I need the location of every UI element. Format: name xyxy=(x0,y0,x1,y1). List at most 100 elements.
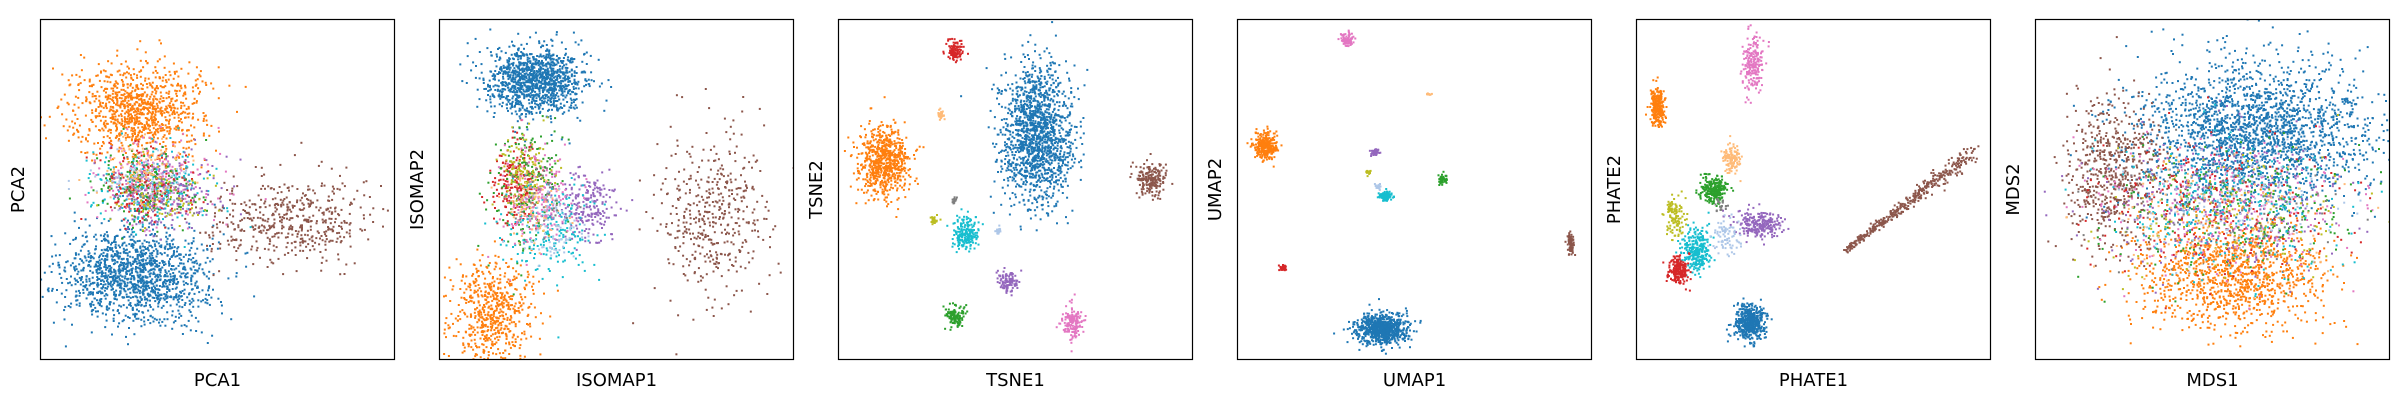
point xyxy=(195,66,198,69)
point xyxy=(151,205,154,208)
point xyxy=(111,275,114,278)
point xyxy=(143,320,146,323)
point xyxy=(140,69,143,72)
point xyxy=(190,268,193,271)
point xyxy=(156,137,159,140)
point xyxy=(156,157,159,160)
point xyxy=(178,297,181,300)
point xyxy=(136,135,139,138)
point xyxy=(124,227,127,230)
point xyxy=(235,250,238,252)
point xyxy=(159,269,162,272)
point xyxy=(141,107,144,110)
point xyxy=(155,318,158,321)
point xyxy=(549,58,552,61)
point xyxy=(172,275,175,278)
point xyxy=(311,235,314,238)
point xyxy=(576,116,579,119)
point xyxy=(517,58,520,61)
point xyxy=(210,296,213,299)
point xyxy=(338,225,341,227)
point xyxy=(518,64,521,67)
point xyxy=(144,199,147,201)
point xyxy=(114,171,117,174)
point xyxy=(125,335,127,338)
point xyxy=(119,177,122,180)
point xyxy=(172,265,175,267)
point xyxy=(301,226,303,229)
point xyxy=(214,206,217,209)
point xyxy=(237,247,240,250)
point xyxy=(169,258,171,261)
point xyxy=(153,95,156,98)
point xyxy=(153,105,156,108)
point xyxy=(131,263,134,265)
point xyxy=(151,121,154,124)
point xyxy=(284,236,287,239)
point xyxy=(202,120,205,122)
point xyxy=(82,281,84,284)
point xyxy=(202,271,205,274)
point xyxy=(99,129,102,132)
point xyxy=(603,109,606,112)
point xyxy=(90,310,93,313)
point xyxy=(175,181,178,184)
point xyxy=(76,118,79,120)
point xyxy=(148,169,151,172)
point xyxy=(210,250,213,253)
point xyxy=(87,250,90,253)
point xyxy=(138,202,141,204)
point xyxy=(146,184,149,187)
point xyxy=(142,283,145,286)
point xyxy=(164,274,166,276)
point xyxy=(147,123,150,126)
point xyxy=(154,300,157,303)
point xyxy=(567,84,570,86)
point xyxy=(286,203,289,206)
point xyxy=(547,61,550,64)
point xyxy=(195,101,198,104)
point xyxy=(99,110,102,113)
point xyxy=(183,160,185,163)
point xyxy=(285,246,288,249)
point xyxy=(127,288,130,291)
point xyxy=(543,40,546,43)
point xyxy=(128,223,131,226)
point xyxy=(156,189,159,192)
point xyxy=(106,255,109,258)
point xyxy=(100,305,103,308)
point xyxy=(148,110,150,113)
point xyxy=(134,190,137,193)
point xyxy=(539,68,542,71)
point xyxy=(183,304,186,306)
point xyxy=(97,63,100,66)
point xyxy=(269,240,272,243)
point xyxy=(106,235,109,238)
point xyxy=(550,104,552,107)
point xyxy=(514,110,517,113)
point xyxy=(196,286,198,289)
point xyxy=(171,111,174,114)
point xyxy=(82,266,85,269)
point xyxy=(162,283,165,286)
point xyxy=(518,109,521,112)
point xyxy=(109,142,112,145)
point xyxy=(291,226,294,228)
point xyxy=(204,261,207,264)
point xyxy=(195,211,198,214)
point xyxy=(109,168,112,171)
point xyxy=(189,329,192,332)
point xyxy=(22,246,24,248)
point xyxy=(136,112,139,115)
point xyxy=(154,123,157,126)
point xyxy=(57,264,60,267)
point xyxy=(200,210,203,213)
point xyxy=(485,99,488,102)
point xyxy=(157,297,160,300)
point xyxy=(563,77,566,80)
point xyxy=(135,110,137,113)
point xyxy=(502,66,505,69)
point xyxy=(98,95,101,98)
point xyxy=(114,259,117,262)
point xyxy=(159,197,162,200)
